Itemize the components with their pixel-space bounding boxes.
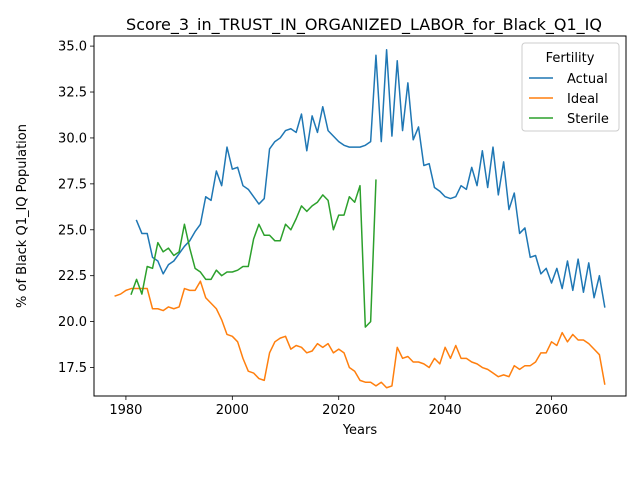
x-axis: 1980 2000 2020 2040 2060 bbox=[109, 396, 568, 418]
y-tick-label: 20.0 bbox=[58, 315, 87, 330]
legend-box bbox=[521, 42, 620, 132]
legend: Fertility Actual Ideal Sterile bbox=[521, 42, 620, 132]
x-tick-label: 2000 bbox=[216, 403, 249, 418]
chart-title: Score_3_in_TRUST_IN_ORGANIZED_LABOR_for_… bbox=[126, 15, 602, 35]
y-tick-label: 25.0 bbox=[58, 223, 87, 238]
series-line-sterile bbox=[130, 179, 377, 328]
plot-frame bbox=[93, 35, 627, 397]
x-tick-label: 2020 bbox=[322, 403, 355, 418]
series-line-actual bbox=[135, 49, 606, 308]
x-axis-label: Years bbox=[342, 423, 378, 438]
y-axis-label: % of Black Q1_IQ Population bbox=[15, 124, 30, 308]
x-tick-label: 1980 bbox=[109, 403, 142, 418]
legend-label-sterile: Sterile bbox=[567, 112, 609, 127]
y-tick-label: 30.0 bbox=[58, 131, 87, 146]
series-line-ideal bbox=[114, 280, 606, 389]
y-axis: 17.5 20.0 22.5 25.0 27.5 30.0 32.5 35.0 bbox=[58, 40, 94, 376]
legend-label-actual: Actual bbox=[567, 72, 608, 87]
y-tick-label: 17.5 bbox=[58, 361, 87, 376]
x-tick-label: 2040 bbox=[429, 403, 462, 418]
legend-title: Fertility bbox=[546, 51, 595, 66]
legend-label-ideal: Ideal bbox=[567, 92, 599, 107]
y-tick-label: 32.5 bbox=[58, 86, 87, 101]
y-tick-label: 22.5 bbox=[58, 269, 87, 284]
y-tick-label: 35.0 bbox=[58, 40, 87, 55]
series-layer bbox=[114, 49, 606, 389]
x-tick-label: 2060 bbox=[535, 403, 568, 418]
y-tick-label: 27.5 bbox=[58, 177, 87, 192]
